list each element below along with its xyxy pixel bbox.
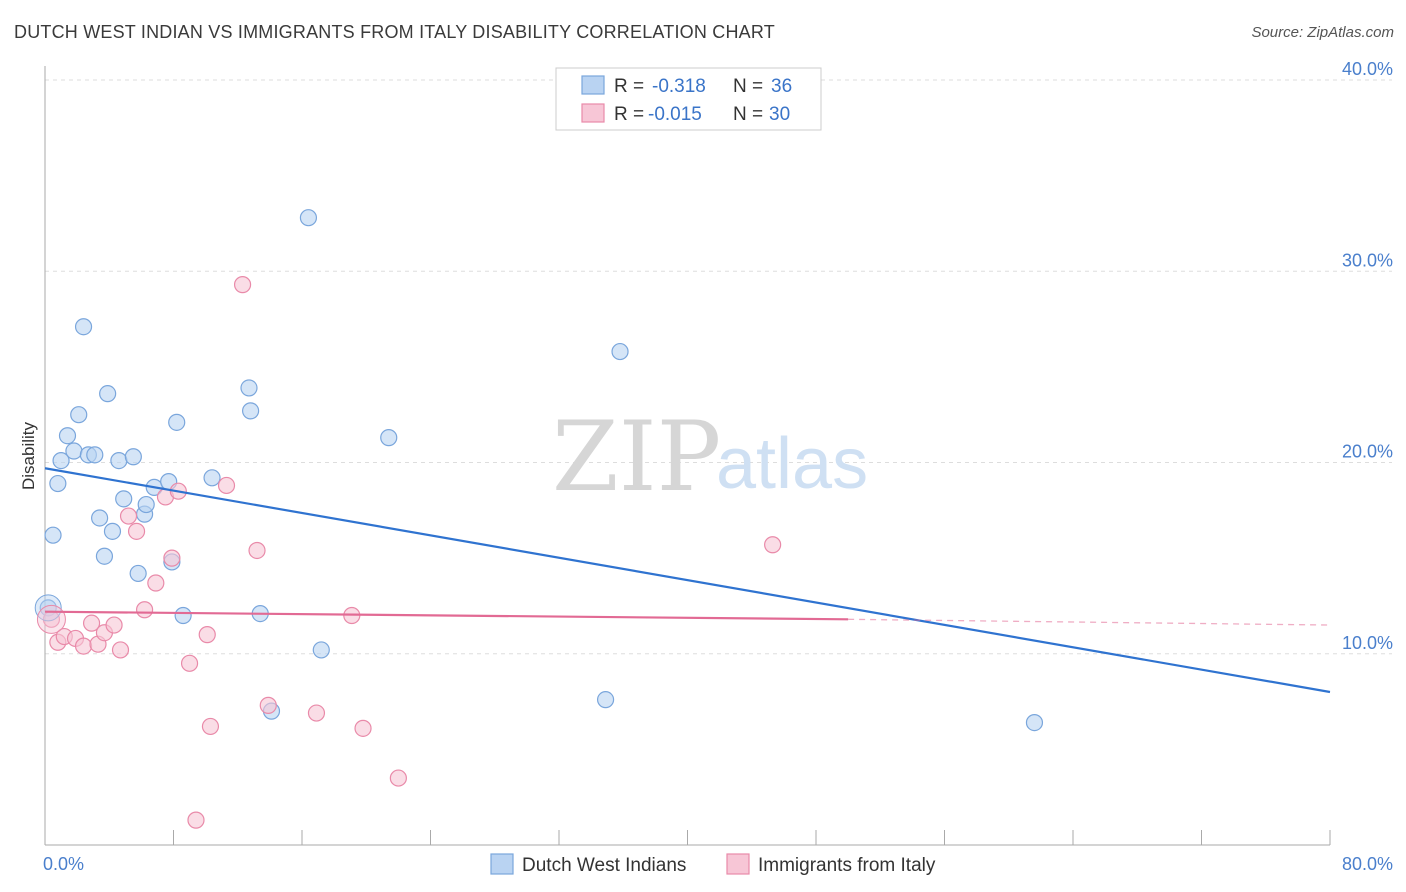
ticks-layer: 10.0% 20.0% 30.0% 40.0% 0.0% 80.0%: [43, 59, 1393, 874]
bottom-legend-swatch-pink: [726, 853, 750, 875]
data-point-blue-1: [44, 526, 62, 544]
y-axis-label: Disability: [19, 421, 38, 490]
data-point-blue-33: [596, 691, 615, 709]
data-point-pink-23: [248, 541, 266, 560]
y-tick-label-10: 10.0%: [1342, 633, 1393, 653]
data-point-blue-2: [49, 474, 67, 493]
data-point-pink-13: [147, 574, 165, 592]
chart-title: DUTCH WEST INDIAN VS IMMIGRANTS FROM ITA…: [14, 22, 775, 42]
data-point-blue-9: [86, 446, 104, 464]
bottom-legend-label-pink: Immigrants from Italy: [758, 855, 936, 876]
data-point-blue-13: [103, 522, 122, 540]
bottom-legend-swatch-blue: [490, 853, 514, 875]
data-point-pink-27: [354, 719, 372, 737]
axes-layer: [44, 66, 1331, 846]
data-point-blue-10: [91, 509, 109, 527]
data-point-blue-16: [124, 448, 142, 466]
data-point-blue-12: [99, 385, 117, 403]
data-point-pink-24: [259, 696, 277, 714]
legend-swatch-pink: [581, 103, 605, 123]
data-point-blue-30: [299, 209, 318, 227]
trend-line-pink: [44, 610, 849, 621]
data-point-pink-18: [187, 811, 205, 829]
watermark-atlas: atlas: [716, 424, 868, 504]
data-point-blue-26: [240, 379, 258, 397]
trend-line-extension-pink: [848, 618, 1331, 626]
data-point-blue-3: [52, 451, 70, 470]
y-tick-label-20: 20.0%: [1342, 442, 1393, 462]
data-point-blue-5: [65, 442, 83, 460]
data-point-pink-8: [105, 616, 123, 634]
legend-r-value-2: -0.015: [648, 104, 702, 125]
x-tick-label-min: 0.0%: [43, 854, 84, 874]
bottom-legend: Dutch West Indians Immigrants from Italy: [490, 853, 936, 876]
legend-r-label-1: R =: [614, 76, 644, 97]
watermark: ZIP atlas: [552, 401, 868, 513]
y-tick-label-40: 40.0%: [1342, 59, 1393, 79]
data-point-pink-11: [127, 522, 146, 540]
legend-n-label-1: N =: [733, 76, 763, 97]
data-point-pink-5: [82, 614, 101, 632]
trend-layer: [44, 467, 1331, 694]
trend-line-blue: [44, 467, 1331, 694]
y-tick-label-30: 30.0%: [1342, 250, 1393, 270]
data-point-blue-6: [70, 406, 88, 424]
legend: R = -0.318 N = 36 R = -0.015 N = 30: [555, 67, 822, 131]
legend-n-label-2: N =: [733, 104, 763, 125]
data-point-pink-20: [201, 717, 220, 736]
watermark-zip: ZIP: [552, 401, 721, 513]
legend-r-label-2: R =: [614, 104, 644, 125]
data-point-blue-31: [312, 641, 330, 659]
data-point-pink-17: [180, 654, 199, 672]
data-point-blue-14: [110, 451, 128, 470]
data-point-blue-35: [1025, 713, 1044, 732]
bottom-legend-label-blue: Dutch West Indians: [522, 855, 686, 876]
data-point-pink-4: [74, 637, 93, 655]
data-point-pink-22: [233, 276, 252, 294]
data-point-pink-21: [217, 476, 236, 495]
data-point-cluster-blue: [34, 594, 62, 622]
legend-swatch-blue: [581, 75, 605, 95]
legend-n-value-2: 30: [769, 104, 790, 125]
data-point-pink-29: [764, 536, 782, 554]
data-point-pink-19: [198, 626, 216, 644]
data-point-blue-15: [115, 490, 133, 508]
data-point-blue-24: [174, 606, 192, 625]
data-point-blue-7: [74, 318, 93, 336]
data-point-pink-10: [119, 507, 138, 525]
data-point-pink-12: [135, 601, 154, 619]
data-point-pink-25: [307, 704, 326, 722]
data-point-blue-32: [380, 429, 398, 447]
data-point-blue-17: [129, 564, 147, 583]
data-point-pink-9: [111, 641, 130, 659]
source-label: Source: ZipAtlas.com: [1251, 24, 1394, 41]
data-point-pink-28: [389, 769, 407, 787]
x-tick-label-max: 80.0%: [1342, 854, 1393, 874]
data-point-cluster-pink: [36, 604, 66, 634]
data-point-blue-27: [242, 402, 260, 420]
grid-layer: [45, 79, 1392, 655]
data-point-blue-25: [203, 469, 221, 487]
legend-r-value-1: -0.318: [652, 76, 706, 97]
data-point-blue-34: [611, 342, 629, 361]
data-point-blue-11: [95, 547, 114, 565]
legend-n-value-1: 36: [771, 76, 792, 97]
data-point-blue-19: [137, 495, 155, 514]
data-point-blue-23: [168, 413, 186, 431]
data-point-pink-15: [163, 549, 181, 567]
data-point-blue-4: [58, 427, 77, 445]
points-layer: [34, 209, 1044, 829]
